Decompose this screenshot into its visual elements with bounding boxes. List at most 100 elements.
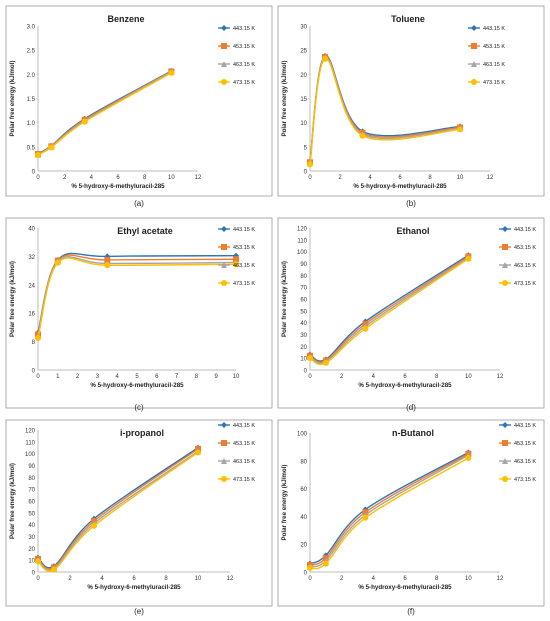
legend-marker	[502, 280, 508, 286]
legend-entry: 443.15 K	[233, 227, 255, 233]
data-point-series-1	[233, 256, 239, 263]
legend-entry: 453.15 K	[483, 44, 505, 50]
y-tick-label: 20	[300, 543, 307, 549]
panel-frame	[277, 217, 545, 409]
y-tick-label: 30	[28, 535, 35, 541]
x-tick-label: 12	[487, 175, 494, 181]
y-tick-label: 120	[297, 227, 308, 233]
legend-entry: 453.15 K	[233, 44, 255, 50]
y-tick-label: 24	[28, 283, 35, 289]
y-axis-label: Polar free energy (kJ/mol)	[281, 465, 288, 541]
data-point-series-3	[307, 355, 313, 362]
chart-panel-5: n-Butanol 0 20 40 60 80 100 0 2 4 6 8 10 12 % 5-hydrox…	[277, 419, 545, 616]
legend-entry: 443.15 K	[514, 227, 536, 233]
x-tick-label: 6	[398, 175, 402, 181]
y-tick-label: 2.0	[27, 73, 36, 79]
y-tick-label: 10	[300, 121, 307, 127]
x-tick-label: 10	[168, 175, 175, 181]
x-tick-label: 2	[76, 374, 80, 380]
legend-marker	[221, 440, 227, 446]
chart-panel-2: Ethyl acetate 0 8 16 24 32 40 0 1 2 3 4 5 6 7 8 9 10 % 5-h…	[5, 217, 273, 412]
data-point-series-3	[35, 152, 41, 159]
x-tick-label: 2	[68, 576, 72, 582]
x-tick-label: 3	[96, 374, 100, 380]
y-tick-label: 0	[32, 369, 36, 375]
data-point-series-3	[465, 455, 472, 462]
y-tick-label: 5	[304, 145, 308, 151]
y-tick-label: 40	[28, 523, 35, 529]
legend-marker	[221, 226, 227, 232]
x-tick-label: 6	[155, 374, 159, 380]
series-line-3	[37, 72, 172, 156]
legend-entry: 453.15 K	[514, 441, 536, 447]
x-tick-label: 12	[195, 175, 202, 181]
legend-marker	[221, 458, 227, 464]
legend-marker	[221, 476, 227, 482]
y-tick-label: 25	[300, 49, 307, 55]
data-point-series-3	[51, 566, 57, 573]
panel-label: (f)	[407, 607, 415, 616]
legend-entry: 473.15 K	[233, 477, 255, 483]
y-tick-label: 20	[28, 547, 35, 553]
legend-entry: 463.15 K	[514, 263, 536, 269]
x-tick-label: 12	[497, 576, 504, 582]
chart-title: Ethanol	[397, 226, 430, 236]
series-line-3	[309, 457, 469, 570]
data-point-series-3	[359, 132, 366, 139]
y-tick-label: 100	[297, 432, 308, 438]
series-line-3	[37, 451, 199, 572]
legend-marker	[221, 244, 227, 250]
y-tick-label: 30	[300, 25, 307, 31]
y-tick-label: 1.0	[27, 121, 36, 127]
chart-title: Benzene	[107, 14, 144, 24]
y-tick-label: 60	[300, 298, 307, 304]
y-tick-label: 110	[297, 238, 307, 244]
x-axis-label: % 5-hydroxy-6-methyluracil-285	[353, 183, 447, 190]
series-line-0	[309, 451, 469, 565]
y-tick-label: 20	[300, 73, 307, 79]
x-tick-label: 8	[143, 175, 147, 181]
x-tick-label: 0	[36, 175, 40, 181]
data-point-series-3	[457, 126, 463, 133]
legend-marker	[502, 476, 508, 482]
chart-title: Ethyl acetate	[117, 226, 173, 236]
legend-marker	[471, 25, 477, 31]
series-line-0	[309, 254, 469, 362]
panel-label: (b)	[406, 199, 416, 208]
y-axis-label: Polar free energy (kJ/mol)	[9, 463, 16, 539]
y-tick-label: 50	[300, 309, 307, 315]
panel-label: (d)	[406, 403, 416, 412]
y-axis-label: Polar free energy (kJ/mol)	[281, 261, 288, 337]
x-tick-label: 2	[340, 576, 344, 582]
legend-entry: 473.15 K	[483, 80, 505, 86]
y-tick-label: 0.5	[27, 145, 36, 151]
panel-label: (a)	[134, 199, 144, 208]
panel-frame	[277, 5, 545, 197]
y-axis-label: Polar free energy (kJ/mol)	[281, 61, 288, 137]
y-tick-label: 100	[297, 250, 308, 256]
x-tick-label: 8	[164, 576, 168, 582]
legend-entry: 443.15 K	[233, 26, 255, 32]
x-tick-label: 2	[340, 374, 344, 380]
y-axis-label: Polar free energy (kJ/mol)	[9, 61, 16, 137]
x-tick-label: 2	[63, 175, 67, 181]
data-point-series-3	[322, 55, 328, 62]
x-tick-label: 4	[372, 374, 376, 380]
y-tick-label: 80	[28, 476, 35, 482]
y-tick-label: 10	[300, 357, 307, 363]
x-tick-label: 0	[308, 374, 312, 380]
x-tick-label: 12	[497, 374, 504, 380]
y-tick-label: 40	[300, 515, 307, 521]
series-line-2	[309, 454, 469, 568]
series-line-3	[37, 257, 237, 339]
legend-entry: 473.15 K	[233, 80, 255, 86]
y-tick-label: 60	[300, 487, 307, 493]
y-tick-label: 10	[28, 559, 35, 565]
y-tick-label: 30	[300, 333, 307, 339]
data-point-series-3	[81, 118, 88, 125]
x-tick-label: 10	[457, 175, 464, 181]
series-line-2	[309, 257, 469, 364]
x-tick-label: 1	[56, 374, 60, 380]
legend-marker	[221, 422, 227, 428]
